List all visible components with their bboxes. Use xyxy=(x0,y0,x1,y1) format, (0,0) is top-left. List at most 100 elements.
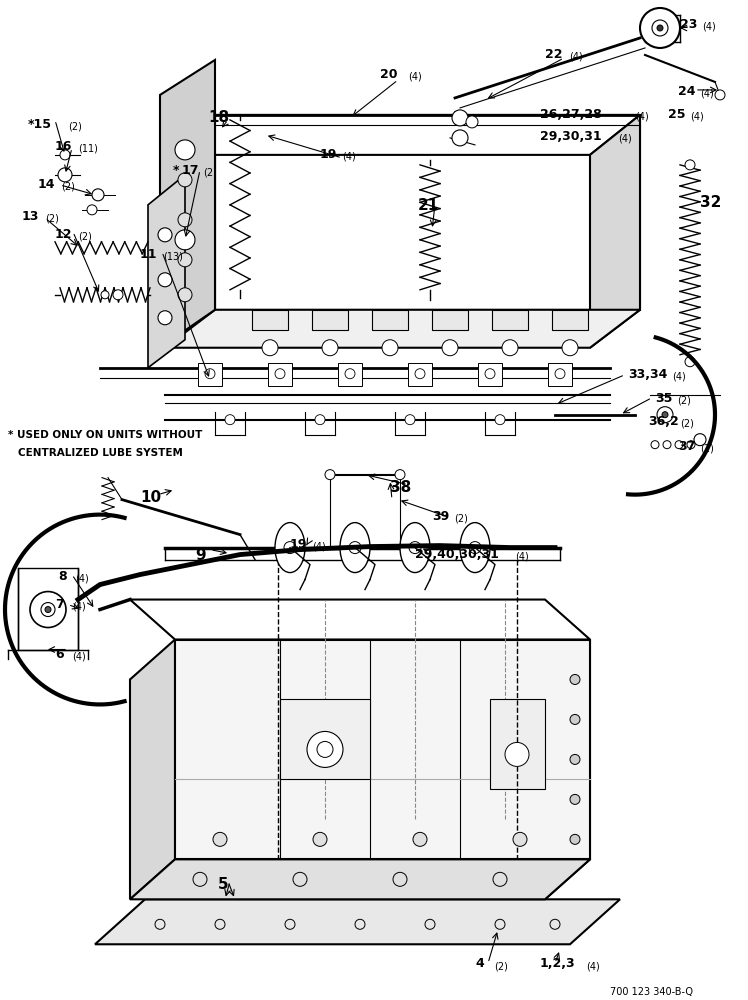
Text: 23: 23 xyxy=(680,18,697,31)
Text: (4): (4) xyxy=(586,961,600,971)
Circle shape xyxy=(275,369,285,379)
Circle shape xyxy=(293,872,307,886)
Circle shape xyxy=(513,832,527,846)
Ellipse shape xyxy=(340,523,370,573)
Circle shape xyxy=(652,20,668,36)
Text: 17: 17 xyxy=(182,164,200,177)
Text: 14: 14 xyxy=(38,178,55,191)
Text: (4): (4) xyxy=(312,542,325,552)
Text: (2): (2) xyxy=(700,444,714,454)
Text: (2): (2) xyxy=(45,214,59,224)
Text: 35: 35 xyxy=(655,392,672,405)
Polygon shape xyxy=(18,568,78,650)
Polygon shape xyxy=(165,115,215,348)
Circle shape xyxy=(640,8,680,48)
Circle shape xyxy=(178,253,192,267)
Text: 6: 6 xyxy=(55,648,64,661)
Circle shape xyxy=(322,340,338,356)
Text: 700 123 340-B-Q: 700 123 340-B-Q xyxy=(610,987,693,997)
Text: (2): (2) xyxy=(677,396,691,406)
Circle shape xyxy=(113,290,123,300)
Text: 19: 19 xyxy=(320,148,337,161)
Circle shape xyxy=(193,872,207,886)
Circle shape xyxy=(570,754,580,764)
Circle shape xyxy=(675,441,683,449)
Text: 20: 20 xyxy=(380,68,397,81)
Text: (4): (4) xyxy=(75,574,89,584)
Text: 24: 24 xyxy=(678,85,696,98)
Text: (2): (2) xyxy=(680,419,694,429)
Circle shape xyxy=(325,470,335,480)
Text: 33,34: 33,34 xyxy=(628,368,667,381)
Text: (4): (4) xyxy=(672,372,686,382)
Circle shape xyxy=(493,872,507,886)
Polygon shape xyxy=(215,115,640,310)
Polygon shape xyxy=(175,640,590,859)
Circle shape xyxy=(415,369,425,379)
Circle shape xyxy=(409,542,421,554)
Circle shape xyxy=(550,919,560,929)
Ellipse shape xyxy=(460,523,490,573)
Circle shape xyxy=(570,794,580,804)
Circle shape xyxy=(205,369,215,379)
Text: 25: 25 xyxy=(668,108,685,121)
Circle shape xyxy=(313,832,327,846)
Circle shape xyxy=(685,357,695,367)
Circle shape xyxy=(495,919,505,929)
Ellipse shape xyxy=(275,523,305,573)
Text: CENTRALIZED LUBE SYSTEM: CENTRALIZED LUBE SYSTEM xyxy=(18,448,183,458)
Text: 1,2,3: 1,2,3 xyxy=(540,957,576,970)
Circle shape xyxy=(651,441,659,449)
Text: 4: 4 xyxy=(475,957,484,970)
Text: (4): (4) xyxy=(408,72,422,82)
Polygon shape xyxy=(490,699,545,789)
Text: (2): (2) xyxy=(494,961,508,971)
Circle shape xyxy=(317,741,333,757)
Text: 26,27,28: 26,27,28 xyxy=(540,108,601,121)
Text: (13): (13) xyxy=(163,252,183,262)
Circle shape xyxy=(715,90,725,100)
Polygon shape xyxy=(198,363,222,386)
Text: (4): (4) xyxy=(635,112,649,122)
Circle shape xyxy=(41,603,55,617)
Polygon shape xyxy=(552,310,588,330)
Circle shape xyxy=(315,415,325,425)
Circle shape xyxy=(469,542,481,554)
Circle shape xyxy=(155,919,165,929)
Circle shape xyxy=(225,415,235,425)
Circle shape xyxy=(307,731,343,767)
Circle shape xyxy=(662,412,668,418)
Circle shape xyxy=(355,919,365,929)
Ellipse shape xyxy=(400,523,430,573)
Text: * USED ONLY ON UNITS WITHOUT: * USED ONLY ON UNITS WITHOUT xyxy=(8,430,203,440)
Text: 36,2: 36,2 xyxy=(648,415,678,428)
Text: *15: *15 xyxy=(28,118,52,131)
Polygon shape xyxy=(590,115,640,348)
Polygon shape xyxy=(408,363,432,386)
Circle shape xyxy=(502,340,518,356)
Text: (4): (4) xyxy=(690,112,704,122)
Circle shape xyxy=(45,607,51,613)
Text: 39: 39 xyxy=(432,510,450,523)
Circle shape xyxy=(175,140,195,160)
Circle shape xyxy=(349,542,361,554)
Circle shape xyxy=(345,369,355,379)
Circle shape xyxy=(485,369,495,379)
Text: (4): (4) xyxy=(342,152,356,162)
Circle shape xyxy=(685,160,695,170)
Polygon shape xyxy=(478,363,502,386)
Circle shape xyxy=(382,340,398,356)
Text: (4): (4) xyxy=(515,552,529,562)
Polygon shape xyxy=(165,310,640,348)
Circle shape xyxy=(405,415,415,425)
Text: 7: 7 xyxy=(55,598,64,611)
Text: 37: 37 xyxy=(678,440,696,453)
Text: 11: 11 xyxy=(140,248,158,261)
Circle shape xyxy=(570,714,580,724)
Text: 38: 38 xyxy=(390,480,411,495)
Text: 5: 5 xyxy=(218,877,229,892)
Text: 29,30,31: 29,30,31 xyxy=(540,130,601,143)
Circle shape xyxy=(466,116,478,128)
Text: 16: 16 xyxy=(55,140,73,153)
Circle shape xyxy=(687,441,695,449)
